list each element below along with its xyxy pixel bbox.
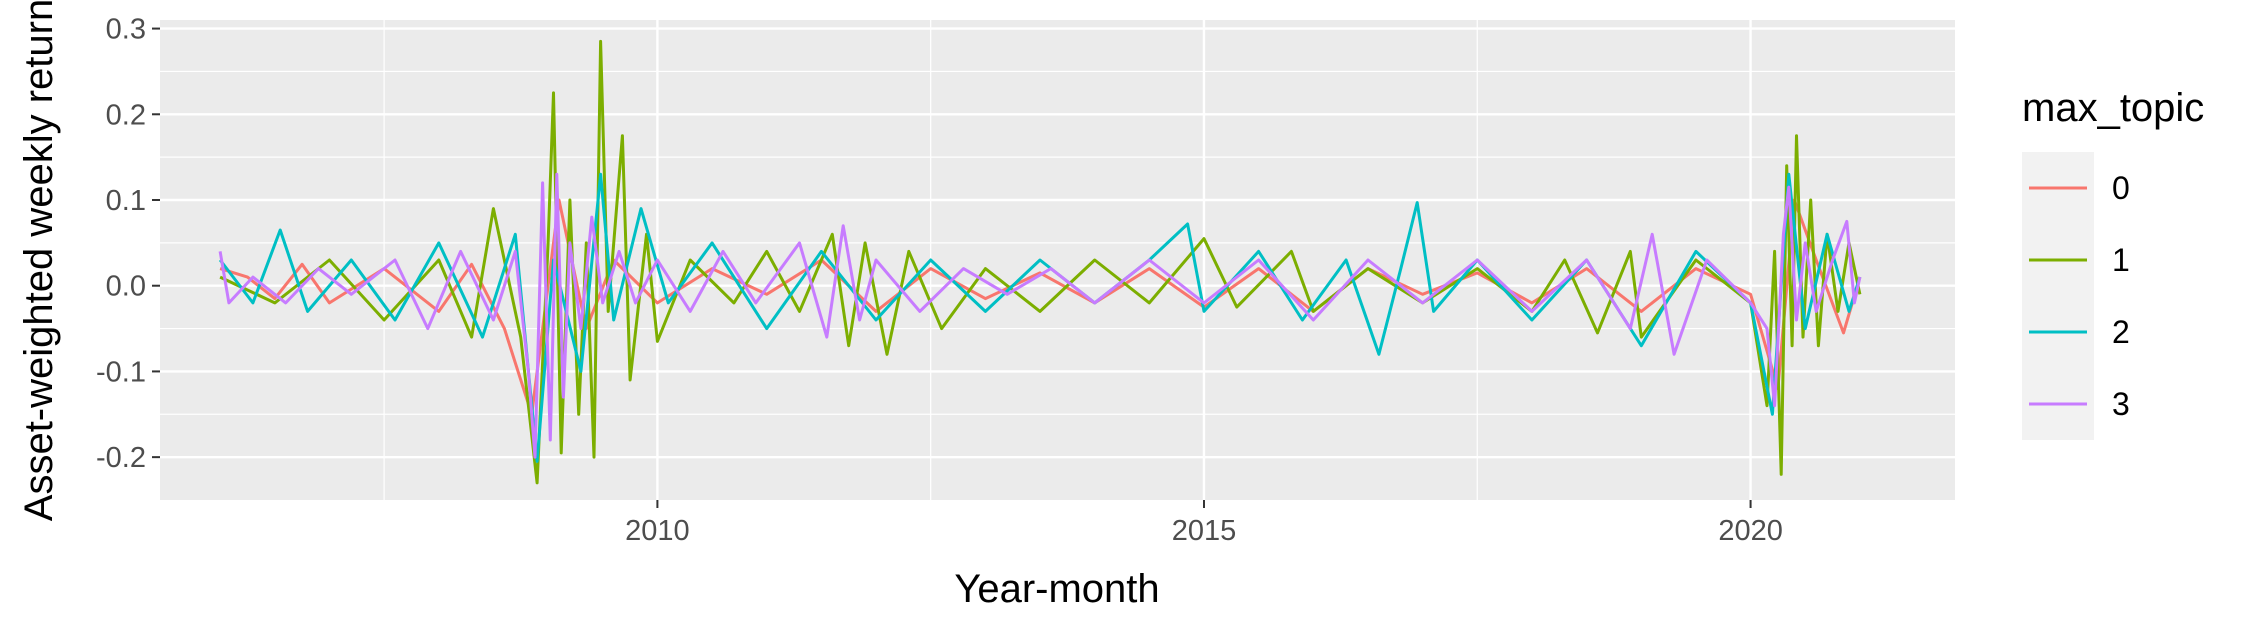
y-tick-label: 0.0 xyxy=(106,271,146,303)
legend: max_topic 0 1 2 3 xyxy=(2022,86,2204,440)
legend-label-1: 1 xyxy=(2112,242,2130,278)
grid-minor xyxy=(160,20,1955,500)
y-tick-label: -0.2 xyxy=(96,442,146,474)
x-tick-label: 2015 xyxy=(1172,515,1237,547)
y-tick-label: 0.2 xyxy=(106,99,146,131)
legend-title: max_topic xyxy=(2022,86,2204,130)
legend-label-2: 2 xyxy=(2112,314,2130,350)
y-axis: -0.2 -0.1 0.0 0.1 0.2 0.3 xyxy=(96,14,160,474)
legend-label-3: 3 xyxy=(2112,386,2130,422)
y-tick-label: -0.1 xyxy=(96,356,146,388)
y-tick-label: 0.3 xyxy=(106,14,146,46)
series-layer xyxy=(218,39,1862,485)
series-line-3 xyxy=(218,172,1862,459)
y-tick-label: 0.1 xyxy=(106,185,146,217)
legend-key-background xyxy=(2022,152,2094,440)
y-axis-title: Asset-weighted weekly return xyxy=(17,0,61,521)
legend-items: 0 1 2 3 xyxy=(2029,170,2130,422)
x-tick-label: 2010 xyxy=(625,515,690,547)
x-tick-label: 2020 xyxy=(1718,515,1783,547)
x-axis: 2010 2015 2020 xyxy=(625,500,1783,547)
legend-label-0: 0 xyxy=(2112,170,2130,206)
x-axis-title: Year-month xyxy=(954,567,1159,611)
